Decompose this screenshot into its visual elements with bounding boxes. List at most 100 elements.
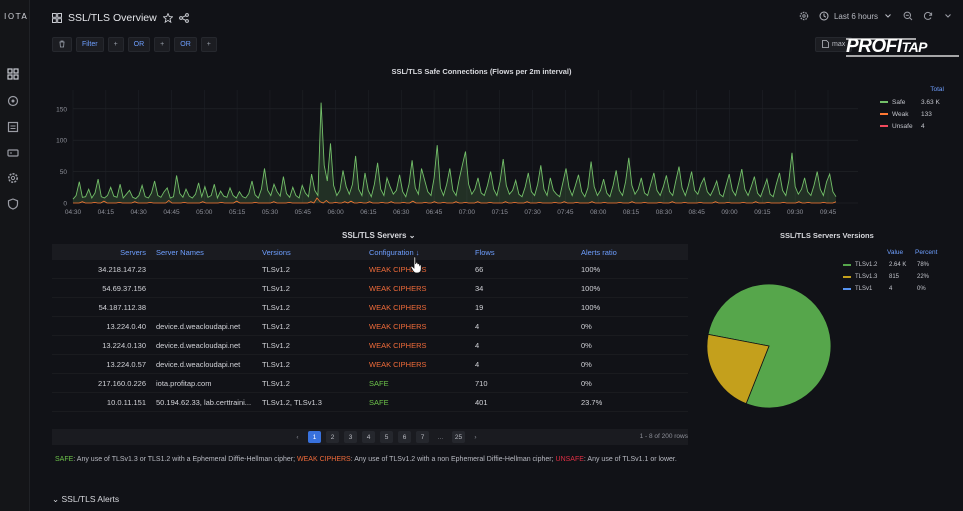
add-or-filter-button-2[interactable]: +	[200, 37, 217, 52]
legend-item-safe[interactable]: Safe 3.63 K	[880, 96, 950, 108]
time-range-picker[interactable]: Last 6 hours	[819, 11, 893, 21]
cell-alerts-ratio: 0%	[581, 378, 592, 388]
y-tick-label: 100	[56, 138, 67, 145]
shield-icon[interactable]	[6, 197, 20, 211]
x-tick-label: 04:30	[131, 209, 148, 216]
page-button[interactable]: ...	[437, 433, 444, 441]
cell-configuration: SAFE	[369, 397, 389, 407]
footnote-unsafe-label: UNSAFE	[555, 456, 584, 463]
cell-versions: TLSv1.2	[262, 359, 290, 369]
versions-pie-chart[interactable]	[705, 282, 833, 410]
cell-configuration: WEAK CIPHERS	[369, 340, 427, 350]
page-button[interactable]: 7	[416, 431, 429, 443]
table-row[interactable]: 13.224.0.130 device.d.weacloudapi.net TLSv…	[52, 336, 688, 355]
cell-server: 54.69.37.156	[102, 283, 146, 293]
page-button[interactable]: 3	[344, 431, 357, 443]
trash-button[interactable]	[52, 37, 72, 52]
table-row[interactable]: 54.187.112.38 TLSv1.2 WEAK CIPHERS 19 100%	[52, 298, 688, 317]
page-title: SSL/TLS Overview	[68, 12, 157, 24]
trash-icon	[58, 40, 66, 50]
pie-legend-value: 2.64 K	[889, 262, 907, 268]
refresh-icon[interactable]	[923, 11, 933, 21]
pie-legend-item[interactable]: TLSv1 4 0%	[843, 283, 943, 295]
cell-versions: TLSv1.2	[262, 378, 290, 388]
x-tick-label: 08:15	[623, 209, 640, 216]
cell-versions: TLSv1.2	[262, 283, 290, 293]
cell-configuration: WEAK CIPHERS	[369, 359, 427, 369]
page-button[interactable]: 1	[308, 431, 321, 443]
pie-legend-percent-header[interactable]: Percent	[915, 249, 938, 256]
refresh-interval-chevron-icon[interactable]	[943, 11, 953, 21]
page-button[interactable]: 6	[398, 431, 411, 443]
document-icon	[822, 39, 829, 50]
legend-swatch	[843, 276, 851, 278]
table-row[interactable]: 13.224.0.57 device.d.weacloudapi.net TLSv1…	[52, 355, 688, 374]
table-row[interactable]: 54.69.37.156 TLSv1.2 WEAK CIPHERS 34 100%	[52, 279, 688, 298]
chart-legend: Total Safe 3.63 K Weak 133 Unsafe 4	[880, 86, 950, 132]
time-range-label: Last 6 hours	[833, 11, 878, 21]
add-or-filter-button[interactable]: +	[154, 37, 171, 52]
cell-alerts-ratio: 0%	[581, 321, 592, 331]
explore-icon[interactable]	[6, 94, 20, 108]
pie-slice-tlsv1-2[interactable]	[707, 283, 832, 409]
page-button[interactable]: 5	[380, 431, 393, 443]
filter-bar: Filter + OR + OR +	[52, 37, 217, 52]
col-configuration[interactable]: Configuration ↓	[362, 248, 468, 257]
pie-legend-item[interactable]: TLSv1.2 2.64 K 78%	[843, 259, 943, 271]
cell-server-names: device.d.weacloudapi.net	[156, 359, 241, 369]
table-row[interactable]: 13.224.0.40 device.d.weacloudapi.net TLSv1…	[52, 317, 688, 336]
x-tick-label: 09:30	[787, 209, 804, 216]
pie-slice-tlsv1-3[interactable]	[706, 333, 770, 405]
col-server-names[interactable]: Server Names	[156, 247, 204, 257]
dashboard-header: SSL/TLS Overview	[52, 12, 189, 24]
star-icon[interactable]	[162, 13, 173, 23]
header-controls: Last 6 hours	[799, 11, 953, 21]
zoom-out-icon[interactable]	[903, 11, 913, 21]
col-versions[interactable]: Versions	[262, 247, 291, 257]
share-icon[interactable]	[178, 13, 189, 23]
pie-legend-name: TLSv1.2	[855, 262, 878, 268]
table-row[interactable]: 10.0.11.151 50.194.62.33, lab.certtraini.…	[52, 393, 688, 412]
alerts-section-header[interactable]: ⌄ SSL/TLS Alerts	[52, 494, 119, 505]
cell-server: 34.218.147.23	[98, 264, 146, 274]
col-flows[interactable]: Flows	[475, 247, 495, 257]
table-row[interactable]: 34.218.147.23 TLSv1.2 WEAK CIPHERS 66 100%	[52, 260, 688, 279]
add-filter-button[interactable]: +	[107, 37, 124, 52]
pie-legend-item[interactable]: TLSv1.3 815 22%	[843, 271, 943, 283]
settings-icon[interactable]	[6, 171, 20, 185]
dashboard-settings-icon[interactable]	[799, 11, 809, 21]
cell-server: 10.0.11.151	[106, 397, 146, 407]
prev-page-button[interactable]: ‹	[296, 433, 299, 441]
chart-title: SSL/TLS Safe Connections (Flows per 2m i…	[391, 67, 572, 76]
page-button[interactable]: 4	[362, 431, 375, 443]
legend-item-weak[interactable]: Weak 133	[880, 108, 950, 120]
col-servers[interactable]: Servers	[120, 247, 146, 257]
series-area-safe	[73, 102, 836, 203]
y-tick-label: 50	[60, 169, 68, 176]
dashboards-icon[interactable]	[6, 67, 20, 81]
cell-configuration: WEAK CIPHERS	[369, 302, 427, 312]
reports-icon[interactable]	[6, 120, 20, 134]
legend-total-header[interactable]: Total	[930, 86, 944, 93]
cell-alerts-ratio: 100%	[581, 264, 601, 274]
y-tick-label: 0	[63, 201, 67, 208]
next-page-button[interactable]: ›	[474, 433, 477, 441]
footnote-weak-label: WEAK CIPHERS	[297, 456, 351, 463]
table-header: Servers Server Names Versions Configurat…	[52, 244, 688, 260]
servers-table-title[interactable]: SSL/TLS Servers ⌄	[342, 231, 415, 240]
legend-item-unsafe[interactable]: Unsafe 4	[880, 120, 950, 132]
col-alerts-ratio[interactable]: Alerts ratio	[581, 247, 617, 257]
or-button[interactable]: OR	[127, 37, 151, 52]
max-button[interactable]: max	[815, 37, 853, 52]
filter-button[interactable]: Filter	[76, 37, 104, 52]
footnote-safe-label: SAFE	[55, 456, 74, 463]
cell-server-names: 50.194.62.33, lab.certtraini...	[156, 397, 252, 407]
safe-connections-chart[interactable]: 0 50 100 150 04:30 04:15 04:30 04:45 05:00 05:15 0…	[40, 82, 870, 222]
table-row[interactable]: 217.160.0.226 iota.profitap.com TLSv1.2 SAF…	[52, 374, 688, 393]
or-button-2[interactable]: OR	[174, 37, 197, 52]
page-button[interactable]: 25	[452, 431, 465, 443]
y-tick-label: 150	[56, 106, 67, 113]
page-button[interactable]: 2	[326, 431, 339, 443]
pie-legend-value-header[interactable]: Value	[887, 249, 904, 256]
devices-icon[interactable]	[6, 146, 20, 160]
